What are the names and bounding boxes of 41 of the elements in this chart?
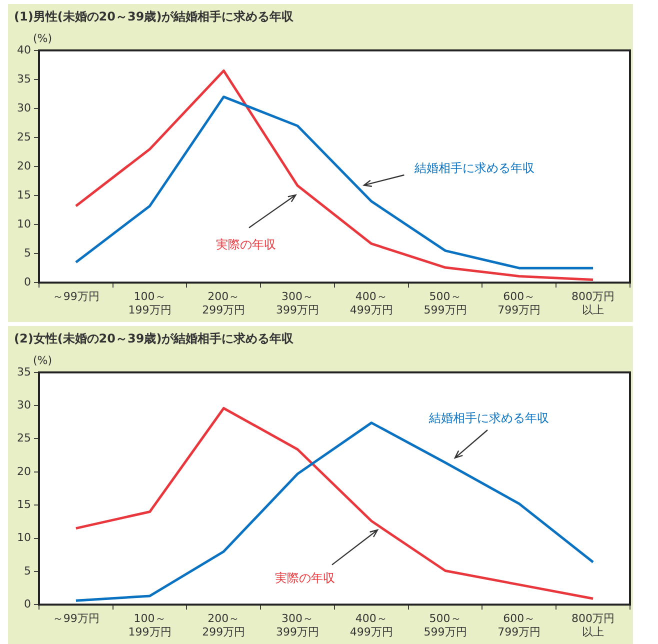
x-tick-label: 300～399万円 xyxy=(276,612,320,638)
y-tick-label: 30 xyxy=(16,398,31,412)
x-tick-label: 100～199万円 xyxy=(128,612,172,638)
y-tick-label: 10 xyxy=(16,217,31,230)
chart-title: (1)男性(未婚の20～39歳)が結婚相手に求める年収 xyxy=(14,9,295,24)
text: 結婚相手に求める年収 xyxy=(413,160,534,175)
x-tick-label: 500～599万円 xyxy=(424,290,467,316)
y-tick-label: 20 xyxy=(16,159,31,172)
y-tick-label: 0 xyxy=(24,597,31,610)
x-tick-label: 600～799万円 xyxy=(498,612,541,638)
y-tick-label: 35 xyxy=(16,365,31,378)
text: 実際の年収 xyxy=(274,571,335,586)
y-tick-label: 15 xyxy=(16,498,31,511)
y-tick-label: 30 xyxy=(16,101,31,114)
x-tick-label: 400～499万円 xyxy=(350,612,393,638)
x-tick-label: 100～199万円 xyxy=(128,290,172,316)
y-tick-label: 35 xyxy=(16,72,31,86)
x-tick-label: 500～599万円 xyxy=(424,612,467,638)
x-tick-label: 800万円以上 xyxy=(572,290,615,316)
y-tick-label: 15 xyxy=(16,188,31,202)
y-tick-label: 40 xyxy=(16,43,31,56)
x-tick-label: 200～299万円 xyxy=(202,290,246,316)
y-axis-title: (%) xyxy=(32,354,52,367)
x-tick-label: 600～799万円 xyxy=(498,290,541,316)
x-tick-label: 300～399万円 xyxy=(276,290,320,316)
x-tick-label: 200～299万円 xyxy=(202,612,246,638)
x-tick-label: 800万円以上 xyxy=(572,612,615,638)
y-tick-label: 25 xyxy=(16,432,31,445)
y-tick-label: 0 xyxy=(24,275,31,288)
y-tick-label: 10 xyxy=(16,531,31,544)
y-tick-label: 5 xyxy=(24,246,31,260)
chart-title: (2)女性(未婚の20～39歳)が結婚相手に求める年収 xyxy=(14,331,295,346)
x-tick-label: ～99万円 xyxy=(52,290,100,304)
text: 結婚相手に求める年収 xyxy=(428,410,550,425)
y-tick-label: 5 xyxy=(24,564,31,578)
y-axis-title: (%) xyxy=(32,32,52,45)
y-tick-label: 20 xyxy=(16,464,31,478)
x-tick-label: 400～499万円 xyxy=(350,290,393,316)
text: 実際の年収 xyxy=(216,238,276,252)
x-tick-label: ～99万円 xyxy=(52,612,100,626)
y-tick-label: 25 xyxy=(16,130,31,144)
